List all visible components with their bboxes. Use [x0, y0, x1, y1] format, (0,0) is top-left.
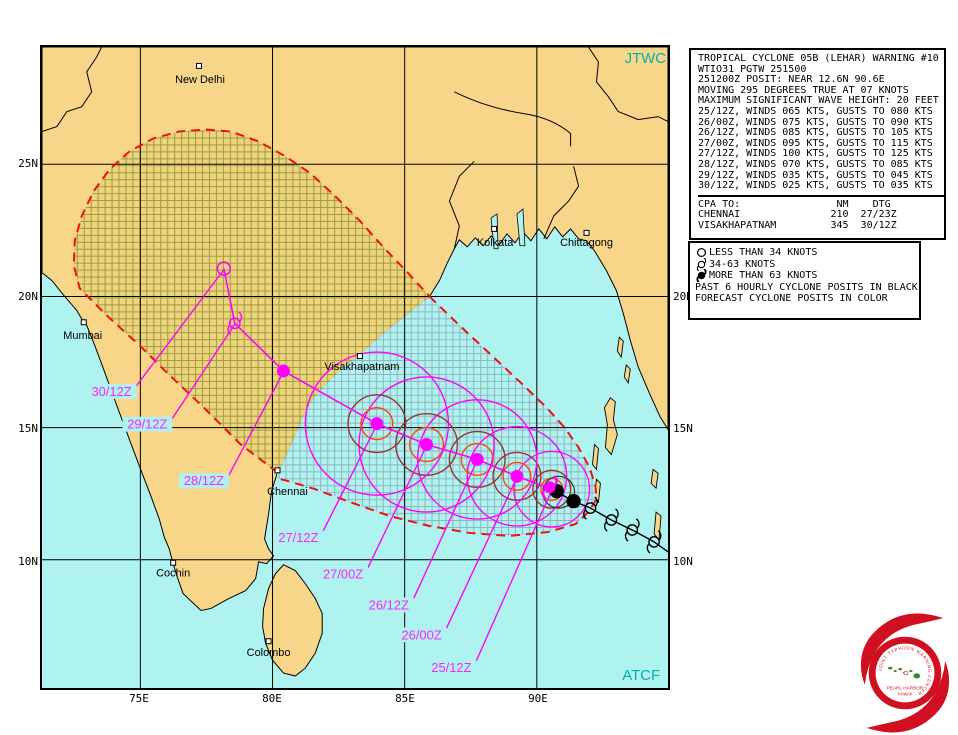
- svg-text:30/12Z: 30/12Z: [91, 384, 131, 399]
- city-label: Cochin: [156, 568, 190, 580]
- city-label: Colombo: [247, 647, 291, 659]
- hurricane-symbol-icon: [696, 269, 707, 283]
- lat-label-right-10n: 10N: [673, 555, 693, 568]
- country-borders: [42, 47, 668, 249]
- lat-label-right-15n: 15N: [673, 422, 693, 435]
- warning-line: 251200Z POSIT: NEAR 12.6N 90.6E: [698, 74, 885, 86]
- warning-line: 27/12Z, WINDS 100 KTS, GUSTS TO 125 KTS: [698, 148, 933, 160]
- warning-line: MOVING 295 DEGREES TRUE AT 07 KNOTS: [698, 84, 909, 96]
- time-label: 30/12Z: [86, 384, 137, 399]
- warning-line: 25/12Z, WINDS 065 KTS, GUSTS TO 080 KTS: [698, 105, 933, 117]
- cpa-header-line: CPA TO: NM DTG: [698, 198, 891, 210]
- svg-text:26/00Z: 26/00Z: [401, 627, 441, 642]
- warning-line: WTIO31 PGTW 251500: [698, 63, 807, 75]
- open-circle-icon: [696, 248, 707, 258]
- cpa-row-visakhapatnam: VISAKHAPATNAM 345 30/12Z: [698, 219, 897, 231]
- logo-eye: [903, 670, 909, 676]
- city-label: Chittagong: [560, 237, 613, 249]
- svg-text:26/12Z: 26/12Z: [369, 597, 409, 612]
- city-label: Kolkata: [477, 237, 514, 249]
- lon-label-90e: 90E: [528, 692, 548, 705]
- forecast-position-symbols: [216, 261, 524, 483]
- legend-label: FORECAST CYCLONE POSITS IN COLOR: [695, 293, 888, 305]
- storm-symbol-icon: [696, 257, 707, 271]
- sri-lanka: [262, 564, 323, 677]
- city-label: Mumbai: [63, 330, 102, 342]
- logo-hawaii-text: HAWAII: [898, 692, 913, 697]
- warning-line: 26/00Z, WINDS 075 KTS, GUSTS TO 090 KTS: [698, 116, 933, 128]
- lat-label-20n: 20N: [18, 290, 38, 303]
- svg-text:28/12Z: 28/12Z: [184, 473, 224, 488]
- city-label: New Delhi: [175, 74, 225, 86]
- jtwc-label: JTWC: [625, 51, 667, 67]
- warning-line: 30/12Z, WINDS 025 KTS, GUSTS TO 035 KTS: [698, 180, 933, 192]
- forecast-cone-land: [73, 129, 430, 473]
- map-area: 30/12Z 29/12Z 28/12Z 27/12Z 27/00Z 26/12…: [40, 45, 670, 690]
- box-separator: [698, 194, 944, 197]
- city-label: Chennai: [267, 486, 308, 498]
- svg-text:25/12Z: 25/12Z: [431, 660, 471, 675]
- andaman-islands: [592, 336, 662, 542]
- city-label: Visakhapatnam: [324, 361, 399, 373]
- svg-text:27/00Z: 27/00Z: [323, 567, 363, 582]
- map-svg: 30/12Z 29/12Z 28/12Z 27/12Z 27/00Z 26/12…: [42, 47, 668, 688]
- label-leader-lines: [135, 269, 553, 662]
- logo-pearl-harbor-text: PEARL HARBOR: [887, 686, 924, 691]
- time-labels: 30/12Z 29/12Z 28/12Z 27/12Z 27/00Z 26/12…: [86, 384, 477, 675]
- time-label: 27/12Z: [273, 530, 324, 545]
- lat-label-25n: 25N: [18, 157, 38, 170]
- legend-item: MORE THAN 63 KNOTS: [695, 269, 919, 283]
- warning-line: TROPICAL CYCLONE 05B (LEHAR) WARNING #10: [698, 53, 939, 64]
- svg-text:27/12Z: 27/12Z: [278, 530, 318, 545]
- warning-line: 27/00Z, WINDS 095 KTS, GUSTS TO 115 KTS: [698, 137, 933, 149]
- warning-lines: TROPICAL CYCLONE 05B (LEHAR) WARNING #10…: [691, 50, 944, 232]
- wind-radii: [304, 351, 591, 528]
- legend-label: LESS THAN 34 KNOTS: [709, 247, 818, 259]
- time-label: 28/12Z: [179, 473, 229, 488]
- lon-label-85e: 85E: [395, 692, 415, 705]
- delta-river: [516, 208, 526, 247]
- legend-item: PAST 6 HOURLY CYCLONE POSITS IN BLACK: [695, 282, 919, 294]
- warning-line: 29/12Z, WINDS 035 KTS, GUSTS TO 045 KTS: [698, 169, 933, 181]
- forecast-track-line: [223, 268, 553, 490]
- legend-label: MORE THAN 63 KNOTS: [709, 270, 818, 282]
- city-markers: New Delhi Mumbai Kolkata Chittagong Visa…: [63, 62, 613, 659]
- legend-item: FORECAST CYCLONE POSITS IN COLOR: [695, 293, 919, 305]
- legend-item: 34-63 KNOTS: [695, 257, 919, 271]
- time-label: 26/00Z: [396, 627, 447, 642]
- cpa-row-chennai: CHENNAI 210 27/23Z: [698, 209, 897, 221]
- legend-label: 34-63 KNOTS: [709, 258, 776, 270]
- warning-line: MAXIMUM SIGNIFICANT WAVE HEIGHT: 20 FEET: [698, 95, 939, 107]
- lon-label-75e: 75E: [129, 692, 149, 705]
- warning-line: 26/12Z, WINDS 085 KTS, GUSTS TO 105 KTS: [698, 127, 933, 139]
- warning-line: 28/12Z, WINDS 070 KTS, GUSTS TO 085 KTS: [698, 158, 933, 170]
- warning-text-box: TROPICAL CYCLONE 05B (LEHAR) WARNING #10…: [689, 48, 946, 240]
- lat-label-10n: 10N: [18, 555, 38, 568]
- time-label: 26/12Z: [363, 597, 414, 612]
- legend-item: LESS THAN 34 KNOTS: [695, 247, 919, 259]
- svg-text:29/12Z: 29/12Z: [127, 417, 167, 432]
- time-label: 25/12Z: [426, 660, 477, 675]
- legend-box: LESS THAN 34 KNOTS 34-63 KNOTS MORE TH: [688, 241, 921, 320]
- time-label: 27/00Z: [318, 567, 368, 582]
- legend-label: PAST 6 HOURLY CYCLONE POSITS IN BLACK: [695, 281, 918, 293]
- jtwc-logo: JOINT TYPHOON WARNING CENTER PEARL HARBO…: [855, 612, 955, 734]
- lat-label-right-20n: 20N: [673, 290, 693, 303]
- time-label: 29/12Z: [122, 417, 173, 432]
- cone-border-dashed: [72, 128, 598, 537]
- past-position-symbols: [549, 484, 662, 554]
- lon-label-80e: 80E: [262, 692, 282, 705]
- lat-label-15n: 15N: [18, 422, 38, 435]
- atcf-label: ATCF: [622, 668, 660, 684]
